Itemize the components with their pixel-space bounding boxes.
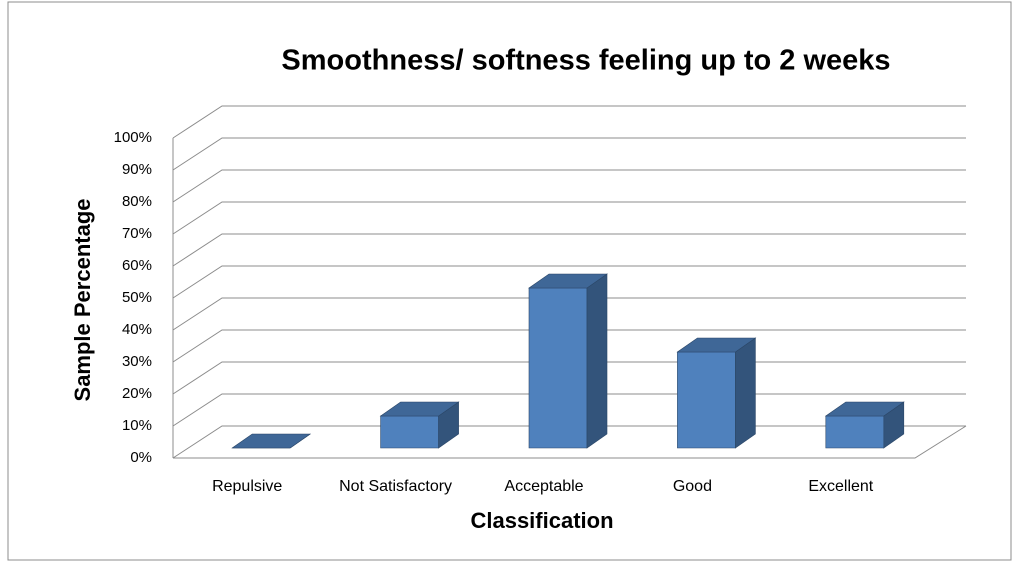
bar [528, 273, 608, 449]
bar [231, 433, 312, 449]
grid-line [172, 105, 966, 139]
bar-top [528, 273, 608, 289]
bar-side [586, 273, 608, 449]
grid-line [172, 329, 966, 363]
bar-top [676, 337, 757, 353]
x-tick-label: Acceptable [504, 478, 583, 495]
bar [676, 337, 757, 449]
grid-line [172, 233, 966, 267]
grid-line [172, 137, 966, 171]
x-tick-label: Not Satisfactory [339, 478, 452, 495]
y-tick-label: 50% [122, 289, 152, 306]
y-tick-label: 40% [122, 321, 152, 338]
y-tick-label: 80% [122, 193, 152, 210]
y-tick-label: 60% [122, 257, 152, 274]
bar-front [825, 415, 885, 449]
chart-border [7, 1, 1012, 561]
bar-front [380, 415, 439, 449]
y-tick-label: 100% [114, 129, 152, 146]
grid-line [172, 169, 966, 203]
y-tick-label: 70% [122, 225, 152, 242]
y-tick-label: 90% [122, 161, 152, 178]
bar-top [379, 401, 460, 417]
bar-side [735, 337, 756, 449]
bar [379, 401, 460, 449]
grid-line [172, 201, 966, 235]
bar [824, 401, 905, 449]
bar-top [231, 433, 312, 449]
y-axis-label: Sample Percentage [70, 199, 95, 402]
grid-line [172, 265, 966, 299]
bar-top [824, 401, 905, 417]
chart-title: Smoothness/ softness feeling up to 2 wee… [281, 45, 890, 77]
x-axis-label: Classification [470, 508, 613, 533]
y-tick-label: 10% [122, 417, 152, 434]
bar-front [528, 287, 588, 449]
x-tick-label: Good [673, 478, 712, 495]
y-tick-label: 0% [130, 449, 152, 466]
y-tick-label: 20% [122, 385, 152, 402]
x-tick-label: Repulsive [212, 478, 282, 495]
y-tick-label: 30% [122, 353, 152, 370]
bar-front [677, 351, 736, 449]
x-tick-label: Excellent [808, 478, 873, 495]
grid-line [172, 297, 966, 331]
floor-edge [173, 425, 967, 459]
